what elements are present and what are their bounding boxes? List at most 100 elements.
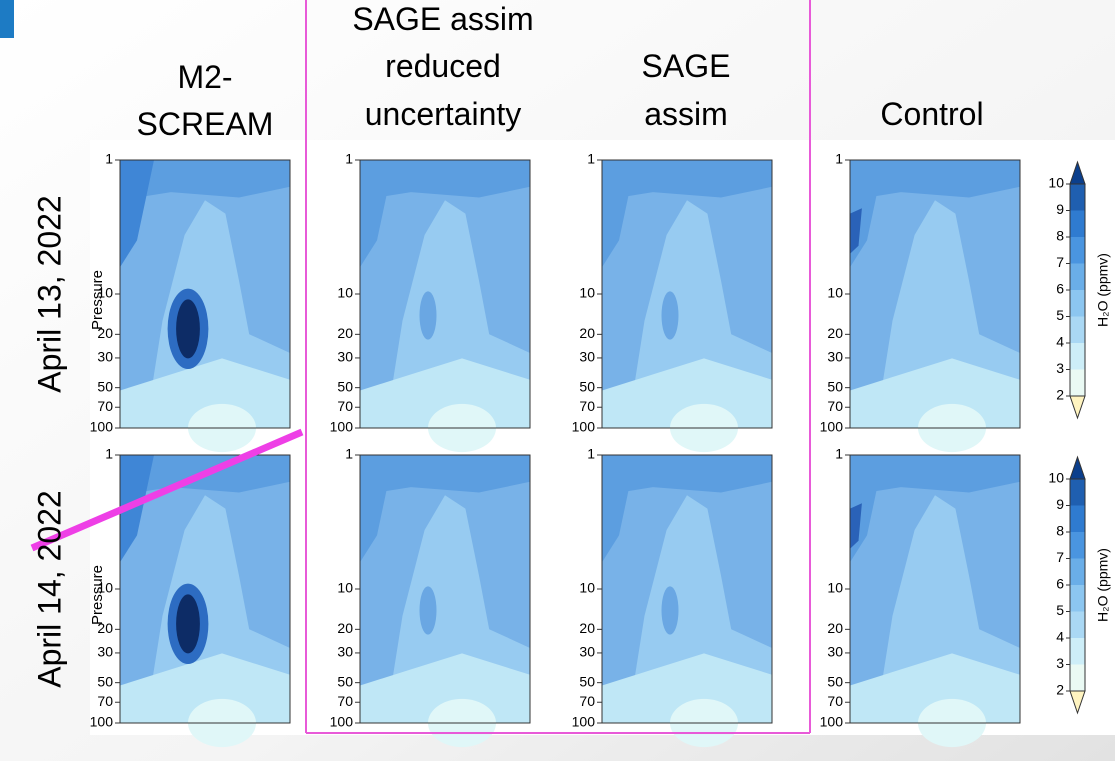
colorbar-segment — [1070, 505, 1085, 532]
y-tick-label: 100 — [572, 714, 596, 730]
colorbar-segment — [1070, 237, 1085, 264]
contour-region — [850, 160, 1020, 201]
y-tick-label: 30 — [337, 644, 353, 660]
contour-region — [176, 299, 200, 359]
y-tick-label: 20 — [827, 620, 843, 636]
colorbar-tick-label: 6 — [1056, 281, 1064, 297]
colorbar-segment — [1070, 184, 1085, 211]
column-title: Control — [880, 96, 983, 132]
colorbar-tick-label: 2 — [1056, 682, 1064, 698]
contour-region — [120, 358, 290, 428]
contour-region — [360, 160, 394, 268]
column-title: M2- — [177, 59, 232, 95]
axis-label: Pressure — [89, 270, 106, 330]
column-title: assim — [644, 96, 728, 132]
column-title: SAGE — [642, 48, 731, 84]
y-tick-label: 100 — [330, 419, 354, 435]
contour-panel: 1 10 20 30 50 70 100 — [572, 151, 773, 453]
contour-region — [850, 455, 1020, 496]
colorbar-tick-label: 4 — [1056, 334, 1064, 350]
y-tick-label: 10 — [579, 580, 595, 596]
y-tick-label: 70 — [97, 398, 113, 414]
y-tick-label: 20 — [337, 620, 353, 636]
y-tick-label: 50 — [97, 378, 113, 394]
colorbar-tick-label: 9 — [1056, 201, 1064, 217]
colorbar-segment — [1070, 479, 1085, 506]
y-tick-label: 1 — [105, 446, 113, 462]
y-tick-label: 100 — [572, 419, 596, 435]
contour-region — [360, 653, 530, 723]
y-tick-label: 70 — [337, 693, 353, 709]
contour-region — [120, 455, 154, 563]
y-tick-label: 20 — [337, 325, 353, 341]
y-tick-label: 50 — [579, 378, 595, 394]
colorbar-tick-label: 3 — [1056, 360, 1064, 376]
contour-panel: 1 10 20 30 50 70 100 — [90, 151, 291, 453]
colorbar-tick-label: 7 — [1056, 549, 1064, 565]
y-tick-label: 30 — [579, 644, 595, 660]
colorbar-segment — [1070, 585, 1085, 612]
colorbar-label: H₂O (ppmv) — [1095, 253, 1111, 327]
colorbar-tick-label: 3 — [1056, 655, 1064, 671]
row-label: April 13, 2022 — [31, 195, 67, 392]
contour-region — [850, 503, 862, 549]
y-tick-label: 20 — [579, 325, 595, 341]
column-title: SCREAM — [137, 106, 274, 142]
contour-region — [120, 160, 290, 201]
contour-region — [602, 455, 772, 496]
colorbar-segment — [1070, 343, 1085, 370]
column-title: reduced — [385, 48, 501, 84]
colorbar-tick-label: 2 — [1056, 387, 1064, 403]
colorbar-tick-label: 8 — [1056, 523, 1064, 539]
y-tick-label: 30 — [827, 644, 843, 660]
contour-panel: 1 10 20 30 50 70 100 — [820, 446, 1021, 748]
colorbar-label: H₂O (ppmv) — [1095, 548, 1111, 622]
colorbar-tick-label: 6 — [1056, 576, 1064, 592]
y-tick-label: 50 — [337, 378, 353, 394]
y-tick-label: 100 — [90, 419, 114, 435]
colorbar-segment — [1070, 316, 1085, 343]
colorbar-tick-label: 8 — [1056, 228, 1064, 244]
y-tick-label: 30 — [827, 349, 843, 365]
contour-region — [850, 358, 1020, 428]
colorbar-segment — [1070, 210, 1085, 237]
column-title: uncertainty — [365, 96, 522, 132]
contour-region — [850, 653, 1020, 723]
y-tick-label: 30 — [97, 644, 113, 660]
y-tick-label: 10 — [827, 580, 843, 596]
colorbar-segment — [1070, 558, 1085, 585]
pointer-line — [30, 428, 304, 552]
y-tick-label: 30 — [579, 349, 595, 365]
contour-region — [360, 455, 394, 563]
y-tick-label: 70 — [579, 398, 595, 414]
contour-region — [120, 653, 290, 723]
colorbar-tick-label: 5 — [1056, 602, 1064, 618]
colorbar-segment — [1070, 611, 1085, 638]
y-tick-label: 1 — [345, 151, 353, 167]
y-tick-label: 70 — [827, 398, 843, 414]
y-tick-label: 30 — [337, 349, 353, 365]
y-tick-label: 70 — [97, 693, 113, 709]
contour-region — [661, 586, 679, 635]
colorbar-tick-label: 5 — [1056, 307, 1064, 323]
y-tick-label: 100 — [90, 714, 114, 730]
corner-accent — [0, 0, 14, 38]
colorbar-segment — [1070, 664, 1085, 691]
y-tick-label: 10 — [337, 285, 353, 301]
axis-label: Pressure — [89, 565, 106, 625]
contour-region — [419, 291, 437, 340]
y-tick-label: 50 — [97, 673, 113, 689]
contour-region — [602, 160, 772, 201]
contour-panel: 1 10 20 30 50 70 100 — [330, 151, 531, 453]
contour-region — [602, 455, 636, 563]
contour-region — [176, 594, 200, 654]
contour-panel: 1 10 20 30 50 70 100 — [572, 446, 773, 748]
contour-region — [419, 586, 437, 635]
plots: 1102030507010011020305070100110203050701… — [90, 151, 1021, 748]
colorbar-segment — [1070, 290, 1085, 317]
y-tick-label: 50 — [337, 673, 353, 689]
contour-panel: 1 10 20 30 50 70 100 — [330, 446, 531, 748]
y-tick-label: 50 — [827, 673, 843, 689]
y-tick-label: 50 — [827, 378, 843, 394]
